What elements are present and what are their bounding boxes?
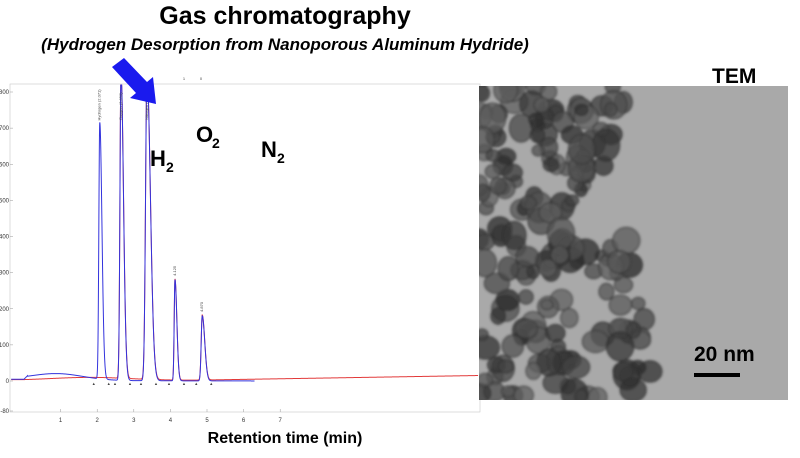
x-axis-label: Retention time (min) bbox=[207, 430, 363, 447]
gas-label: N bbox=[261, 137, 277, 162]
baseline-marker: ▲ bbox=[107, 381, 111, 386]
gas-label: O bbox=[196, 122, 213, 147]
baseline-marker: ▲ bbox=[128, 381, 132, 386]
baseline-marker: ▲ bbox=[92, 381, 96, 386]
x-tick-label: 4 bbox=[169, 418, 173, 424]
scale-bar-label: 20 nm bbox=[694, 343, 755, 366]
y-tick-label: 700 bbox=[0, 126, 10, 132]
peak-label: 4.125 bbox=[172, 265, 177, 276]
top-mark-label: 1 bbox=[183, 76, 186, 81]
y-tick-label: 400 bbox=[0, 235, 10, 241]
y-tick-label: 100 bbox=[0, 343, 10, 349]
scale-bar bbox=[694, 373, 740, 377]
baseline-marker: ▲ bbox=[113, 381, 117, 386]
red-series-line bbox=[11, 84, 479, 381]
blue-series-line bbox=[11, 84, 255, 382]
chart-title: Gas chromatography bbox=[159, 2, 411, 30]
y-tick-label: 600 bbox=[0, 162, 10, 168]
gas-label: H bbox=[150, 146, 166, 171]
peak-label: Oxygen (2.650) bbox=[118, 92, 123, 120]
tem-image bbox=[479, 86, 788, 400]
x-tick-label: 6 bbox=[242, 418, 246, 424]
x-tick-label: 3 bbox=[132, 418, 136, 424]
baseline-marker: ▲ bbox=[167, 381, 171, 386]
chart-subtitle: (Hydrogen Desorption from Nanoporous Alu… bbox=[41, 35, 529, 54]
tem-label: TEM bbox=[712, 65, 757, 88]
x-tick-label: 2 bbox=[96, 418, 100, 424]
x-tick-label: 5 bbox=[205, 418, 209, 424]
y-tick-label: 800 bbox=[0, 90, 10, 96]
gas-subscript: 2 bbox=[166, 159, 174, 175]
y-tick-label: 500 bbox=[0, 198, 10, 204]
top-mark-label: 0 bbox=[200, 76, 203, 81]
baseline-marker: ▲ bbox=[194, 381, 198, 386]
baseline-marker: ▲ bbox=[182, 381, 186, 386]
arrow-icon bbox=[112, 58, 156, 104]
peak-label: Nitrogen (3.356) bbox=[144, 90, 149, 120]
peak-label: 4.870 bbox=[199, 301, 204, 312]
x-tick-label: 1 bbox=[59, 418, 63, 424]
y-tick-label: 300 bbox=[0, 271, 10, 277]
y-tick-label: 200 bbox=[0, 307, 10, 313]
plot-frame bbox=[9, 83, 481, 413]
baseline-marker: ▲ bbox=[139, 381, 143, 386]
baseline-marker: ▲ bbox=[154, 381, 158, 386]
baseline-marker: ▲ bbox=[209, 381, 213, 386]
gas-subscript: 2 bbox=[277, 150, 285, 166]
peak-label: Hydrogen (2.071) bbox=[97, 89, 102, 121]
y-tick-label: 0 bbox=[6, 379, 10, 385]
tem-micrograph bbox=[479, 86, 788, 400]
gas-subscript: 2 bbox=[212, 135, 220, 151]
x-tick-label: 7 bbox=[279, 418, 283, 424]
y-tick-label: -80 bbox=[0, 409, 9, 415]
